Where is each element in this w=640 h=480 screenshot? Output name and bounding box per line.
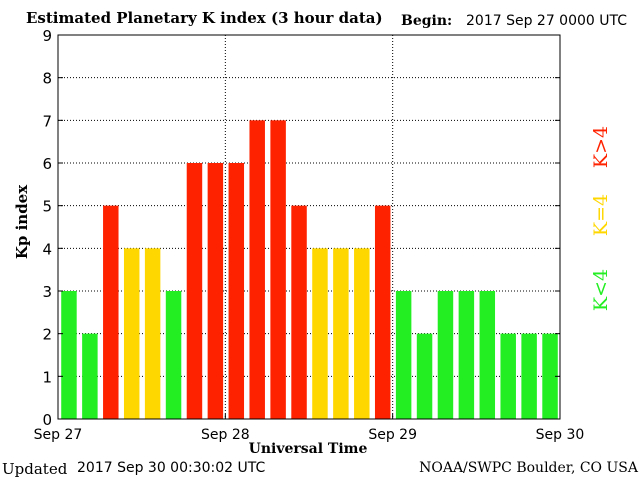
x-tick-label: Sep 28 (201, 427, 250, 443)
y-tick-label: 0 (42, 411, 52, 429)
plot-frame (57, 34, 561, 420)
y-ticks: 0 1 2 3 4 5 6 7 8 9 (42, 27, 560, 429)
legend-item-equal: K=4 (590, 194, 612, 236)
y-tick-label: 7 (42, 112, 52, 130)
kp-bar (249, 120, 265, 419)
legend-item-low: K<4 (590, 269, 612, 311)
begin-label: Begin: (401, 13, 453, 29)
updated-label: Updated (2, 460, 68, 478)
kp-bar (103, 205, 119, 419)
x-axis-label: Universal Time (249, 441, 368, 457)
x-tick-label: Sep 29 (368, 427, 417, 443)
kp-bar (82, 333, 98, 419)
legend-item-high: K>4 (590, 126, 612, 168)
y-tick-label: 2 (42, 326, 52, 344)
kp-bar (542, 333, 558, 419)
kp-bar (395, 291, 412, 419)
chart-title: Estimated Planetary K index (3 hour data… (26, 9, 383, 27)
x-tick-label: Sep 27 (34, 427, 83, 443)
kp-bar (207, 163, 224, 419)
kp-bar (374, 205, 391, 419)
kp-bar (333, 248, 349, 419)
y-tick-label: 5 (42, 198, 52, 216)
kp-bar (416, 333, 433, 419)
y-tick-label: 4 (42, 240, 52, 258)
credit-text: NOAA/SWPC Boulder, CO USA (419, 460, 638, 476)
kp-bar (228, 163, 245, 419)
bars (61, 120, 558, 419)
y-tick-label: 6 (42, 155, 52, 173)
kp-bar (437, 291, 454, 419)
kp-bar (270, 120, 286, 419)
kp-bar (354, 248, 370, 419)
kp-bar (123, 248, 140, 419)
x-tick-label: Sep 30 (536, 427, 585, 443)
x-ticks: Sep 27 Sep 28 Sep 29 Sep 30 (34, 414, 585, 443)
kp-bar (312, 248, 328, 419)
kp-bar (186, 163, 203, 419)
grid-lines (58, 35, 560, 419)
kp-bar (291, 205, 307, 419)
begin-date: 2017 Sep 27 0000 UTC (466, 13, 628, 29)
y-tick-label: 1 (42, 368, 52, 386)
kp-bar (458, 291, 475, 419)
kp-bar (500, 333, 516, 419)
kp-bar (165, 291, 182, 419)
y-axis-label: Kp index (13, 184, 31, 259)
legend: K<4 K=4 K>4 (590, 126, 612, 311)
kp-bar (61, 291, 77, 419)
y-tick-label: 8 (42, 70, 52, 88)
kp-bar (479, 291, 496, 419)
kp-bar (144, 248, 161, 419)
updated-time: 2017 Sep 30 00:30:02 UTC (77, 460, 266, 476)
kp-bar (521, 333, 537, 419)
y-tick-label: 3 (42, 283, 52, 301)
y-tick-label: 9 (42, 27, 52, 45)
